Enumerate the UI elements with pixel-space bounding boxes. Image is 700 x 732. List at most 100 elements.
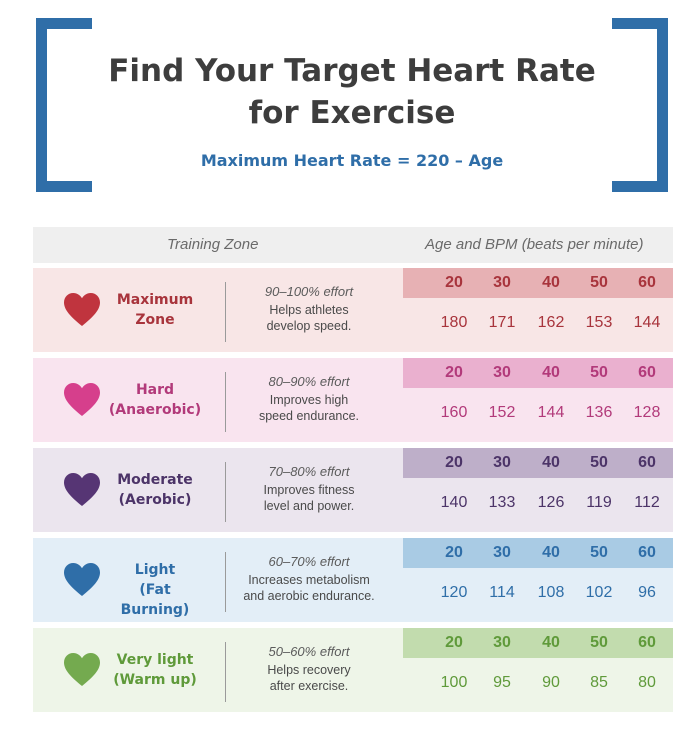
description-line-1: Improves fitness [263,483,355,497]
zone-row-hard: Hard (Anaerobic) 80–90% effort Improves … [33,358,673,442]
effort-range: 60–70% effort [268,554,350,569]
zone-name: Maximum Zone [107,290,203,330]
zone-row-very-light: Very light (Warm up) 50–60% effort Helps… [33,628,673,712]
zone-description: Helps athletes develop speed. [229,302,389,334]
age-cell: 40 [542,544,560,561]
age-cell: 60 [638,364,656,381]
zone-info: Maximum Zone 90–100% effort Helps athlet… [33,268,433,352]
bpm-cell: 180 [440,314,468,331]
title-line-2: for Exercise [248,95,456,131]
effort-range: 50–60% effort [268,644,350,659]
bpm-cell: 95 [493,674,511,691]
zone-name-line-2: Zone [135,312,175,328]
zone-name: Moderate (Aerobic) [107,470,203,510]
age-cell: 30 [493,634,511,651]
bpm-cell: 140 [440,494,468,511]
age-cell: 50 [590,364,608,381]
bpm-cell: 153 [585,314,613,331]
zone-info: Hard (Anaerobic) 80–90% effort Improves … [33,358,433,442]
bpm-cell: 114 [489,584,515,601]
description-line-2: develop speed. [266,319,352,333]
age-row: 20 30 40 50 60 [403,358,673,388]
age-cell: 60 [638,274,656,291]
age-cell: 20 [445,364,463,381]
bpm-row: 120 114 108 102 96 [403,568,673,622]
bpm-cell: 80 [638,674,656,691]
heart-icon [64,653,100,686]
zone-name: Hard (Anaerobic) [107,380,203,420]
description-line-1: Helps recovery [267,663,351,677]
zone-row-light: Light (Fat Burning) 60–70% effort Increa… [33,538,673,622]
age-cell: 30 [493,364,511,381]
left-bracket-decoration [36,18,92,192]
bpm-cell: 112 [634,494,660,511]
age-cell: 50 [590,454,608,471]
description-line-2: speed endurance. [258,409,360,423]
heart-icon [64,473,100,506]
bpm-cell: 126 [537,494,565,511]
zone-info: Moderate (Aerobic) 70–80% effort Improve… [33,448,433,532]
age-cell: 30 [493,544,511,561]
bpm-cell: 119 [586,494,612,511]
zone-name: Very light (Warm up) [107,650,203,690]
zone-description: Helps recovery after exercise. [229,662,389,694]
effort-range: 90–100% effort [264,284,354,299]
zone-row-maximum: Maximum Zone 90–100% effort Helps athlet… [33,268,673,352]
age-row: 20 30 40 50 60 [403,448,673,478]
zone-name-line-1: Hard [135,382,175,398]
age-bpm-header: Age and BPM (beats per minute) [425,236,644,253]
age-cell: 40 [542,454,560,471]
age-cell: 20 [445,454,463,471]
description-line-1: Improves high [269,393,349,407]
age-cell: 30 [493,274,511,291]
zone-name: Light (Fat Burning) [107,560,203,620]
age-row: 20 30 40 50 60 [403,538,673,568]
bpm-cell: 128 [633,404,661,421]
bpm-row: 180 171 162 153 144 [403,298,673,352]
description-line-2: after exercise. [269,679,349,693]
zone-description: Improves high speed endurance. [229,392,389,424]
zone-name-line-2: (Anaerobic) [108,402,202,418]
age-cell: 50 [590,544,608,561]
bpm-cell: 96 [638,584,656,601]
description-line-1: Increases metabolism [248,573,370,587]
age-cell: 60 [638,454,656,471]
bpm-cell: 136 [585,404,613,421]
zone-info: Very light (Warm up) 50–60% effort Helps… [33,628,433,712]
bpm-cell: 171 [488,314,516,331]
divider [225,642,226,702]
age-cell: 20 [445,544,463,561]
age-cell: 60 [638,634,656,651]
divider [225,552,226,612]
age-cell: 20 [445,634,463,651]
bpm-cell: 152 [488,404,516,421]
divider [225,462,226,522]
title-line-1: Find Your Target Heart Rate [108,53,596,89]
age-cell: 40 [542,364,560,381]
effort-range: 70–80% effort [268,464,350,479]
divider [225,282,226,342]
heart-icon [64,383,100,416]
description-line-2: and aerobic endurance. [243,589,375,603]
right-bracket-decoration [612,18,668,192]
bpm-cell: 108 [537,584,565,601]
divider [225,372,226,432]
description-line-1: Helps athletes [269,303,349,317]
column-header: Training Zone Age and BPM (beats per min… [33,227,673,263]
heart-icon [64,293,100,326]
max-heart-rate-formula: Maximum Heart Rate = 220 – Age [200,151,504,170]
age-cell: 30 [493,454,511,471]
age-row: 20 30 40 50 60 [403,628,673,658]
zone-name-line-1: Very light [116,652,194,668]
bpm-cell: 85 [590,674,608,691]
age-cell: 40 [542,634,560,651]
effort-range: 80–90% effort [268,374,350,389]
zone-name-line-2: (Fat Burning) [120,582,190,618]
bpm-row: 160 152 144 136 128 [403,388,673,442]
bpm-cell: 144 [633,314,661,331]
description-line-2: level and power. [263,499,355,513]
age-cell: 50 [590,274,608,291]
bpm-cell: 160 [440,404,468,421]
bpm-cell: 144 [537,404,565,421]
bpm-cell: 90 [542,674,560,691]
